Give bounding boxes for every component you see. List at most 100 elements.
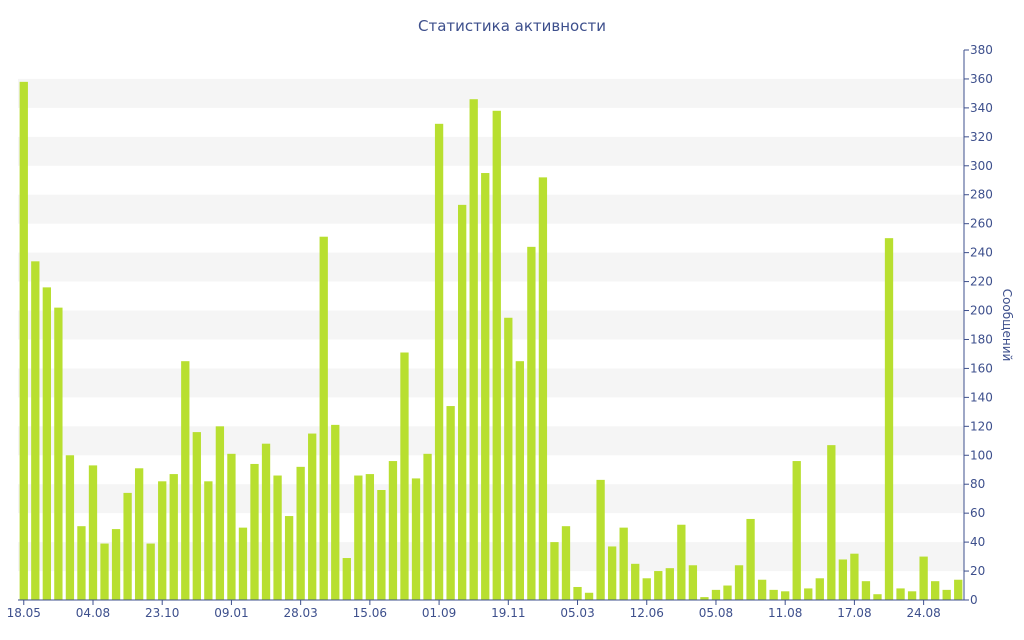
- bar: [284, 516, 294, 600]
- bar: [77, 526, 86, 600]
- bar: [665, 568, 674, 600]
- bar: [204, 481, 213, 600]
- bar: [804, 588, 813, 600]
- y-tick-label: 100: [970, 448, 993, 462]
- x-tick-label: 19.11: [491, 606, 525, 620]
- bar: [492, 110, 501, 600]
- bar: [584, 592, 594, 600]
- bar: [815, 578, 824, 600]
- bar: [261, 443, 271, 600]
- bar: [631, 563, 640, 600]
- bar: [504, 317, 513, 600]
- bar: [65, 455, 75, 600]
- bar: [550, 542, 559, 600]
- bar: [769, 589, 778, 600]
- bar: [400, 352, 409, 600]
- grid-band: [18, 368, 964, 398]
- bar: [515, 361, 524, 600]
- bar: [700, 597, 709, 600]
- bar: [434, 123, 444, 600]
- bar: [931, 581, 940, 600]
- y-tick-label: 320: [970, 130, 993, 144]
- x-tick-label: 24.08: [906, 606, 940, 620]
- y-tick-label: 340: [970, 101, 993, 115]
- y-tick-label: 360: [970, 72, 993, 86]
- bar: [100, 543, 109, 600]
- bar: [827, 445, 836, 600]
- bar: [169, 474, 178, 600]
- x-tick-label: 09.01: [214, 606, 248, 620]
- x-tick-label: 12.06: [630, 606, 664, 620]
- x-axis: 18.05 04.08 23.10 09.01 28.03 15.06 01.09 19.11…: [7, 599, 964, 620]
- y-axis: 0 20 40 60 80 100 120 140 160 180 200 220 240 260 280 3…: [963, 43, 993, 607]
- bar: [250, 463, 259, 600]
- bar: [458, 204, 467, 601]
- bar: [158, 481, 167, 600]
- bar: [446, 406, 455, 600]
- bar: [561, 526, 571, 600]
- y-tick-label: 80: [970, 477, 985, 491]
- x-tick-label: 23.10: [145, 606, 179, 620]
- bar: [677, 524, 686, 600]
- bar: [273, 475, 282, 600]
- grid-band: [18, 136, 964, 166]
- bar: [538, 177, 548, 601]
- y-tick-label: 380: [970, 43, 993, 57]
- y-tick-label: 300: [970, 159, 993, 173]
- grid-band: [18, 426, 964, 456]
- y-tick-label: 60: [970, 506, 985, 520]
- bar: [319, 236, 328, 601]
- chart-title: Статистика активности: [418, 17, 606, 35]
- y-tick-label: 260: [970, 217, 993, 231]
- bar: [354, 475, 363, 600]
- y-tick-label: 0: [970, 593, 978, 607]
- bar: [227, 453, 236, 600]
- bar: [723, 585, 732, 600]
- bar: [296, 466, 305, 600]
- bar: [757, 579, 767, 600]
- bar: [54, 307, 63, 600]
- bar: [573, 586, 582, 600]
- bar: [527, 246, 536, 600]
- grid-band: [18, 194, 964, 224]
- bar: [469, 99, 478, 601]
- y-tick-label: 40: [970, 535, 985, 549]
- bar: [134, 468, 144, 600]
- bar: [111, 529, 121, 600]
- bar: [781, 591, 790, 600]
- bar: [365, 474, 375, 600]
- bar: [850, 553, 859, 600]
- bar: [123, 492, 132, 600]
- bar: [688, 565, 698, 600]
- bar: [942, 589, 951, 600]
- bar: [215, 426, 225, 600]
- bar-series: [19, 81, 963, 601]
- y-axis-label: Сообщений: [1000, 289, 1014, 362]
- y-tick-label: 180: [970, 332, 993, 346]
- grid-band: [18, 78, 964, 108]
- bar: [42, 287, 51, 600]
- bar: [411, 478, 421, 600]
- bar: [181, 361, 190, 600]
- y-tick-label: 240: [970, 246, 993, 260]
- bar: [342, 558, 351, 600]
- y-tick-label: 220: [970, 275, 993, 289]
- grid-band: [18, 252, 964, 282]
- grid-band: [18, 310, 964, 340]
- bar: [792, 461, 801, 600]
- x-tick-label: 28.03: [283, 606, 317, 620]
- grid-bands: [18, 78, 964, 572]
- x-tick-label: 04.08: [76, 606, 110, 620]
- y-tick-label: 200: [970, 304, 993, 318]
- x-tick-label: 18.05: [7, 606, 41, 620]
- bar: [423, 453, 432, 600]
- bar: [861, 581, 871, 600]
- bar: [388, 461, 398, 600]
- bar: [192, 432, 201, 600]
- x-tick-label: 05.08: [699, 606, 733, 620]
- bar: [884, 238, 894, 600]
- x-tick-label: 15.06: [353, 606, 387, 620]
- bar: [838, 559, 848, 600]
- x-tick-label: 11.08: [768, 606, 802, 620]
- bar: [19, 81, 28, 600]
